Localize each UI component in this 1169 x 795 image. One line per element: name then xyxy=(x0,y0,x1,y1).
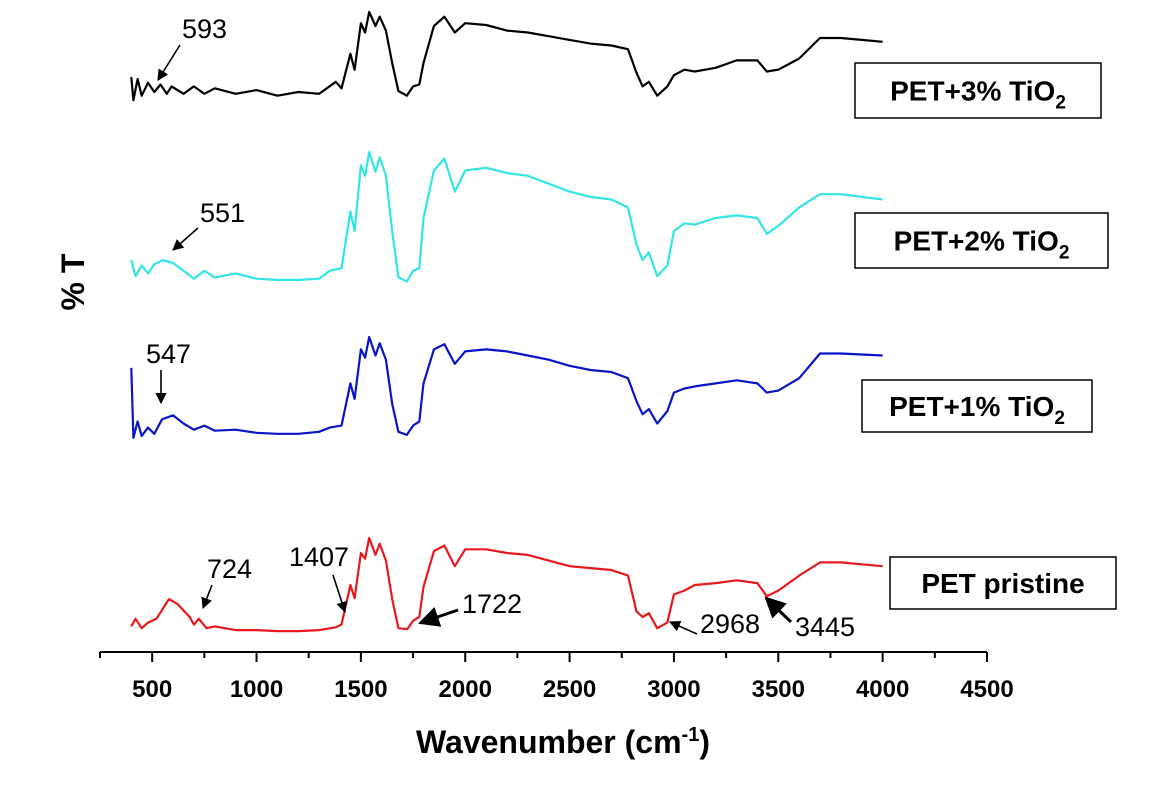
annotation-arrow xyxy=(418,606,459,627)
legend-layer: PET+3% TiO2 PET+2% TiO2 PET+1% TiO2 PET pri… xyxy=(854,62,1117,610)
annotation-arrow xyxy=(668,620,698,635)
annotation-label: 593 xyxy=(182,14,227,44)
legend-label: PET pristine xyxy=(921,568,1084,599)
x-tick-label: 1000 xyxy=(230,676,283,703)
annotation-arrow xyxy=(332,574,348,614)
annotation-layer: 593 551 547 724 1407 1722 2968 3445 xyxy=(146,14,855,642)
annotation-arrow xyxy=(157,44,181,81)
legend-box xyxy=(889,556,1117,610)
annotation-arrow xyxy=(172,227,199,251)
annotation-arrow xyxy=(764,596,793,624)
legend-box xyxy=(861,379,1093,433)
x-tick-label: 3500 xyxy=(752,676,805,703)
x-tick-label: 2000 xyxy=(439,676,492,703)
x-tick-label: 2500 xyxy=(543,676,596,703)
x-tick-label: 4000 xyxy=(856,676,909,703)
legend-label: PET+1% TiO2 xyxy=(889,391,1065,429)
series-line-1 xyxy=(130,150,883,283)
legend-box xyxy=(854,62,1102,119)
x-tick-label: 500 xyxy=(132,676,172,703)
annotation-label: 547 xyxy=(146,339,191,369)
x-axis: 500 1000 1500 2000 2500 3000 3500 4000 4500 xyxy=(99,651,1014,703)
x-tick-label: 1500 xyxy=(334,676,387,703)
series-layer xyxy=(130,10,883,633)
annotation-arrow xyxy=(201,584,213,610)
legend-box xyxy=(854,212,1109,269)
legend-label: PET+3% TiO2 xyxy=(890,76,1066,114)
annotation-label: 3445 xyxy=(795,612,855,642)
x-tick-label: 3000 xyxy=(647,676,700,703)
y-axis-title: % T xyxy=(55,253,91,310)
legend-label: PET+2% TiO2 xyxy=(894,226,1070,264)
annotation-label: 2968 xyxy=(700,609,760,639)
annotation-label: 1722 xyxy=(462,589,522,619)
x-axis-title: Wavenumber (cm-1) xyxy=(416,724,710,760)
series-line-2 xyxy=(130,335,883,439)
annotation-label: 1407 xyxy=(289,542,349,572)
series-line-0 xyxy=(130,10,883,102)
x-tick-label: 4500 xyxy=(960,676,1013,703)
annotation-label: 724 xyxy=(207,554,252,584)
annotation-label: 551 xyxy=(200,198,245,228)
